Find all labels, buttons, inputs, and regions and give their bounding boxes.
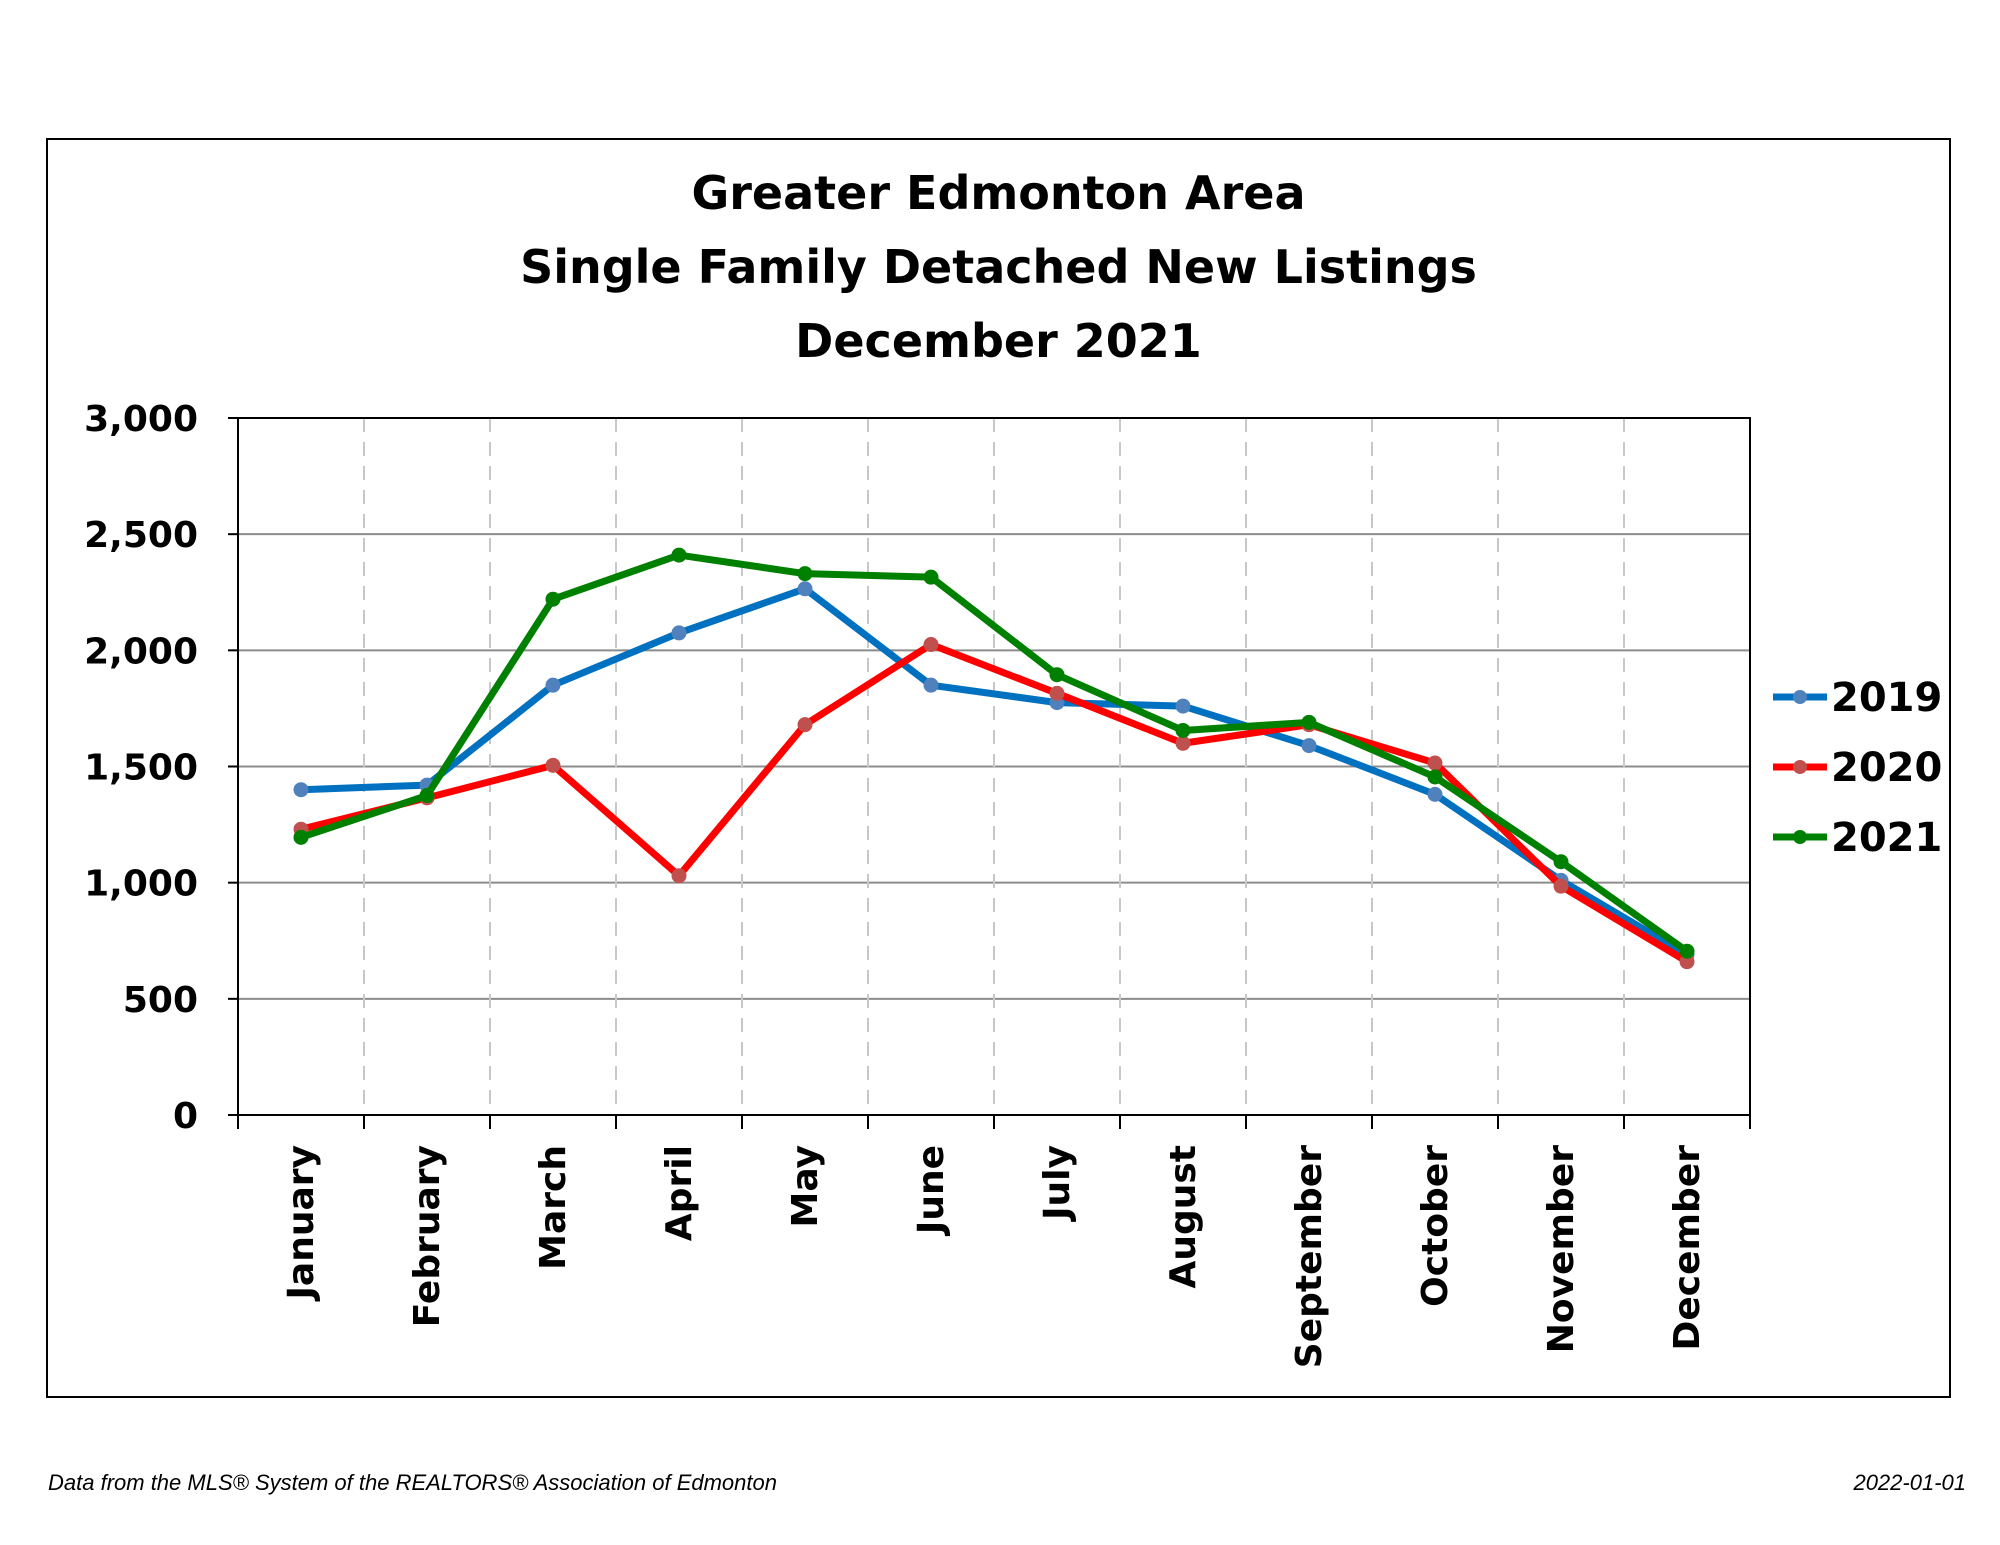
series-line-2021 [299, 551, 1690, 955]
data-point-2020 [1049, 685, 1065, 701]
legend-label-2020: 2020 [1831, 745, 1942, 791]
chart-title-line-3: December 2021 [795, 314, 1202, 368]
data-point-2020 [1553, 878, 1569, 894]
data-point-2019 [1427, 786, 1443, 802]
data-point-2021 [923, 569, 939, 585]
x-tick-label: June [911, 1145, 952, 1237]
x-tick-label: August [1163, 1145, 1204, 1289]
data-point-2021 [1049, 667, 1065, 683]
data-point-2021 [797, 566, 813, 582]
data-point-2021 [293, 829, 309, 845]
series-line-2019 [300, 585, 1689, 958]
data-point-2019 [1301, 738, 1317, 754]
data-point-2020 [545, 757, 561, 773]
x-tick-label: October [1415, 1145, 1456, 1307]
data-point-2021 [1301, 714, 1317, 730]
data-point-2021 [1553, 854, 1569, 870]
legend-label-2019: 2019 [1831, 675, 1942, 721]
chart-title-line-2: Single Family Detached New Listings [520, 240, 1477, 294]
data-point-2020 [671, 868, 687, 884]
data-point-2019 [293, 782, 309, 798]
report-date: 2022-01-01 [1853, 1470, 1966, 1495]
y-tick-label: 3,000 [84, 399, 198, 440]
y-tick-label: 1,000 [84, 864, 198, 905]
y-tick-label: 500 [123, 980, 198, 1021]
x-tick-label: January [281, 1145, 322, 1302]
legend-marker-2020 [1793, 760, 1807, 774]
data-point-2019 [545, 677, 561, 693]
x-tick-label: September [1289, 1145, 1330, 1368]
data-point-2020 [923, 637, 939, 653]
legend-label-2021: 2021 [1831, 815, 1942, 861]
data-point-2021 [671, 547, 687, 563]
data-point-2021 [1427, 769, 1443, 785]
x-tick-label: December [1667, 1145, 1708, 1351]
x-tick-label: February [407, 1145, 448, 1327]
y-tick-label: 2,500 [84, 515, 198, 556]
x-tick-label: March [533, 1145, 574, 1270]
data-point-2019 [923, 677, 939, 693]
data-point-2019 [797, 581, 813, 597]
data-point-2019 [671, 625, 687, 641]
y-tick-label: 0 [173, 1096, 198, 1137]
x-tick-label: July [1037, 1145, 1078, 1223]
legend-marker-2019 [1793, 690, 1807, 704]
series-line-2020 [300, 641, 1689, 965]
data-point-2021 [1679, 943, 1695, 959]
chart-title-line-1: Greater Edmonton Area [691, 166, 1306, 220]
x-tick-label: April [659, 1145, 700, 1241]
data-source-note: Data from the MLS® System of the REALTOR… [48, 1470, 777, 1495]
y-tick-label: 2,000 [84, 631, 198, 672]
data-point-2020 [797, 717, 813, 733]
data-point-2020 [1427, 755, 1443, 771]
data-point-2021 [545, 591, 561, 607]
legend-marker-2021 [1793, 830, 1807, 844]
plot-area [237, 417, 1751, 1116]
data-point-2019 [1175, 698, 1191, 714]
data-point-2021 [419, 788, 435, 804]
chart-frame [46, 138, 1951, 1398]
x-tick-label: November [1541, 1145, 1582, 1353]
data-point-2021 [1175, 722, 1191, 738]
y-tick-label: 1,500 [84, 748, 198, 789]
x-tick-label: May [785, 1145, 826, 1227]
data-point-2020 [1175, 735, 1191, 751]
